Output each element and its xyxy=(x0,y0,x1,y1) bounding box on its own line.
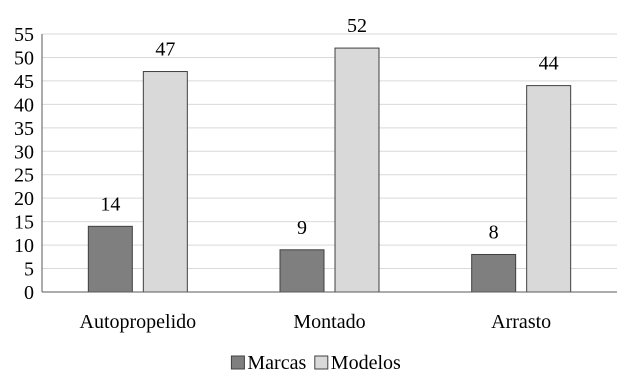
data-label: 44 xyxy=(539,53,559,75)
x-tick-label: Arrasto xyxy=(491,311,551,333)
data-labels: 14 47 9 52 8 44 xyxy=(100,15,558,243)
x-axis: Autopropelido Montado Arrasto xyxy=(42,291,617,333)
legend-label-marcas: Marcas xyxy=(247,352,306,374)
y-tick-label: 0 xyxy=(24,282,34,304)
x-tick-label: Montado xyxy=(293,311,365,333)
data-label: 8 xyxy=(489,221,499,243)
data-label: 52 xyxy=(347,15,367,37)
bar-modelos-autopropelido xyxy=(142,71,188,293)
legend-swatch-modelos xyxy=(314,355,329,370)
legend-label-modelos: Modelos xyxy=(331,352,401,374)
y-tick-label: 5 xyxy=(24,259,34,281)
gridlines xyxy=(42,33,617,270)
x-tick-label: Autopropelido xyxy=(80,311,197,333)
y-tick-label: 20 xyxy=(14,188,34,210)
y-tick-label: 35 xyxy=(14,118,34,140)
data-label: 9 xyxy=(297,217,307,239)
legend: Marcas Modelos xyxy=(230,352,401,374)
bar-modelos-montado xyxy=(334,47,380,293)
legend-swatch-marcas xyxy=(230,355,245,370)
y-tick-label: 25 xyxy=(14,165,34,187)
y-tick-label: 45 xyxy=(14,71,34,93)
y-tick-label: 40 xyxy=(14,94,34,116)
y-tick-label: 10 xyxy=(14,235,34,257)
y-tick-label: 15 xyxy=(14,212,34,234)
bars xyxy=(87,47,572,293)
y-tick-label: 30 xyxy=(14,141,34,163)
bar-marcas-autopropelido xyxy=(87,225,133,293)
y-tick-label: 50 xyxy=(14,47,34,69)
data-label: 14 xyxy=(100,193,120,215)
y-tick-label: 55 xyxy=(14,24,34,46)
bar-marcas-arrasto xyxy=(471,253,517,293)
bar-modelos-arrasto xyxy=(526,85,572,293)
bar-marcas-montado xyxy=(279,249,325,293)
data-label: 47 xyxy=(155,39,175,61)
